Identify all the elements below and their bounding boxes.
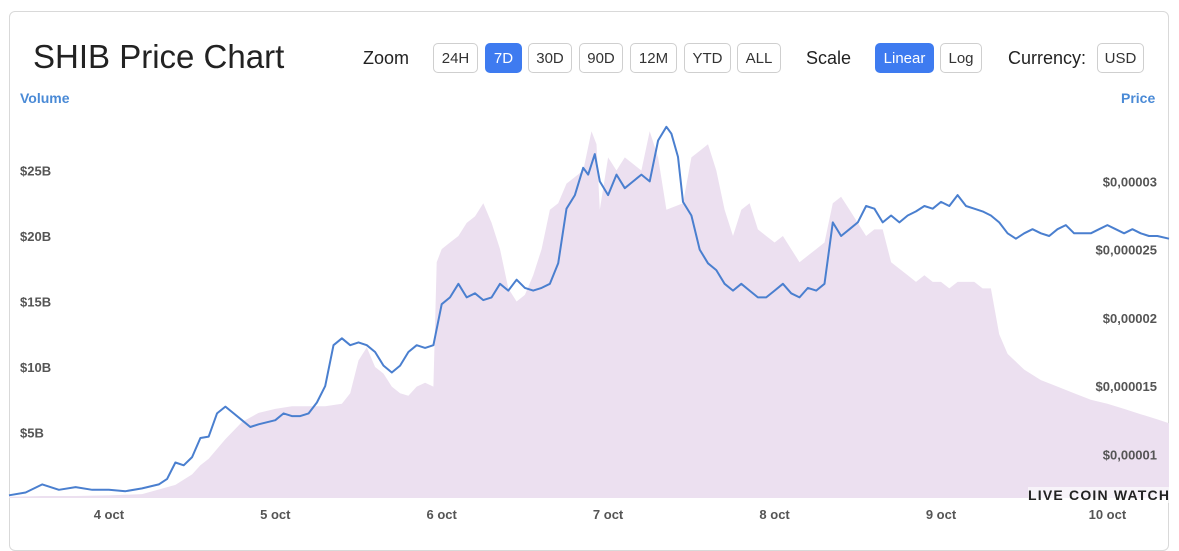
volume-tick-label: $15B (20, 295, 51, 310)
volume-axis-title: Volume (20, 90, 70, 106)
price-line (8, 125, 1170, 497)
x-tick-label: 9 oct (926, 507, 957, 522)
live-coin-watch-watermark: LIVE COIN WATCH (1028, 487, 1171, 503)
price-tick-label: $0,00003 (1103, 174, 1157, 189)
zoom-12m-button[interactable]: 12M (630, 43, 677, 73)
zoom-label: Zoom (363, 48, 410, 68)
volume-area (9, 131, 1169, 498)
x-tick-label: 5 oct (260, 507, 291, 522)
page-title: SHIB Price Chart (33, 38, 285, 75)
zoom-all-button[interactable]: ALL (737, 43, 781, 73)
volume-tick-label: $5B (20, 426, 44, 441)
zoom-7d-button[interactable]: 7D (485, 43, 522, 73)
zoom-30d-button[interactable]: 30D (528, 43, 572, 73)
scale-label: Scale (806, 48, 852, 68)
price-tick-label: $0,00001 (1103, 447, 1157, 462)
price-axis-title: Price (1121, 90, 1156, 106)
price-tick-label: $0,00002 (1103, 311, 1157, 326)
zoom-24h-button[interactable]: 24H (433, 43, 478, 73)
volume-tick-label: $10B (20, 360, 51, 375)
zoom-ytd-button[interactable]: YTD (684, 43, 731, 73)
x-tick-label: 6 oct (427, 507, 458, 522)
volume-tick-label: $25B (20, 164, 51, 179)
scale-linear-button[interactable]: Linear (875, 43, 934, 73)
price-tick-label: $0,000025 (1096, 243, 1157, 258)
zoom-90d-button[interactable]: 90D (579, 43, 623, 73)
price-tick-label: $0,000015 (1096, 379, 1157, 394)
scale-log-button[interactable]: Log (940, 43, 982, 73)
x-tick-label: 4 oct (94, 507, 125, 522)
x-tick-label: 10 oct (1089, 507, 1127, 522)
x-tick-label: 7 oct (593, 507, 624, 522)
currency-label: Currency: (1008, 48, 1087, 68)
volume-tick-label: $20B (20, 229, 51, 244)
x-tick-label: 8 oct (759, 507, 790, 522)
currency-usd-button[interactable]: USD (1097, 43, 1144, 73)
